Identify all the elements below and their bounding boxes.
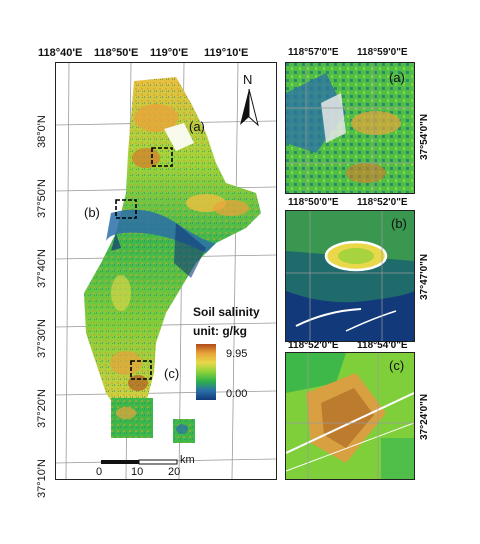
scalebar-tick-10: 10 bbox=[131, 466, 144, 478]
lon-label-119-0: 119°0'E bbox=[150, 47, 189, 59]
scalebar-tick-0: 0 bbox=[96, 466, 103, 478]
inset-b-lon-1: 118°50'0"E bbox=[288, 197, 339, 208]
lon-label-119-10: 119°10'E bbox=[204, 47, 249, 59]
legend-title: Soil salinity bbox=[193, 305, 260, 319]
lat-label-37-50: 37°50'N bbox=[36, 179, 48, 218]
scalebar bbox=[101, 459, 178, 465]
north-label: N bbox=[243, 72, 253, 87]
main-map-svg bbox=[56, 63, 276, 479]
inset-c-lon-1: 118°52'0"E bbox=[288, 340, 339, 351]
main-label-b: (b) bbox=[84, 205, 100, 220]
lon-label-118-50: 118°50'E bbox=[94, 47, 139, 59]
lat-label-37-40: 37°40'N bbox=[36, 249, 48, 288]
main-label-a: (a) bbox=[189, 119, 205, 134]
inset-b-letter: (b) bbox=[391, 216, 407, 231]
lat-label-37-10: 37°10'N bbox=[36, 459, 48, 498]
scalebar-unit: km bbox=[180, 454, 195, 466]
inset-a-frame bbox=[285, 62, 415, 194]
scalebar-tick-20: 20 bbox=[168, 466, 181, 478]
study-box-b bbox=[115, 199, 137, 219]
inset-a-lat: 37°54'0"N bbox=[419, 113, 430, 160]
study-box-c bbox=[130, 360, 152, 380]
salinity-raster bbox=[84, 77, 261, 443]
north-arrow-icon bbox=[240, 88, 259, 127]
inset-c-lat: 37°24'0"N bbox=[419, 393, 430, 440]
inset-b-frame bbox=[285, 210, 415, 342]
inset-c-frame bbox=[285, 352, 415, 480]
inset-b-lat: 37°47'0"N bbox=[419, 253, 430, 300]
inset-c-letter: (c) bbox=[389, 358, 405, 373]
legend-color-ramp bbox=[196, 344, 216, 400]
legend-unit: unit: g/kg bbox=[193, 324, 247, 338]
main-label-c: (c) bbox=[164, 366, 180, 381]
lon-label-118-40: 118°40'E bbox=[38, 47, 83, 59]
legend-max: 9.95 bbox=[226, 348, 248, 360]
lat-label-37-30: 37°30'N bbox=[36, 319, 48, 358]
inset-c-lon-2: 118°54'0"E bbox=[357, 340, 408, 351]
study-box-a bbox=[151, 147, 173, 167]
lat-label-38-0: 38°0'N bbox=[36, 115, 48, 148]
inset-b-lon-2: 118°52'0"E bbox=[357, 197, 408, 208]
legend-min: 0.00 bbox=[226, 388, 248, 400]
inset-a-lon-2: 118°59'0"E bbox=[357, 47, 408, 58]
main-map-frame bbox=[55, 62, 277, 480]
lat-label-37-20: 37°20'N bbox=[36, 389, 48, 428]
inset-a-lon-1: 118°57'0"E bbox=[288, 47, 339, 58]
inset-a-letter: (a) bbox=[389, 70, 405, 85]
